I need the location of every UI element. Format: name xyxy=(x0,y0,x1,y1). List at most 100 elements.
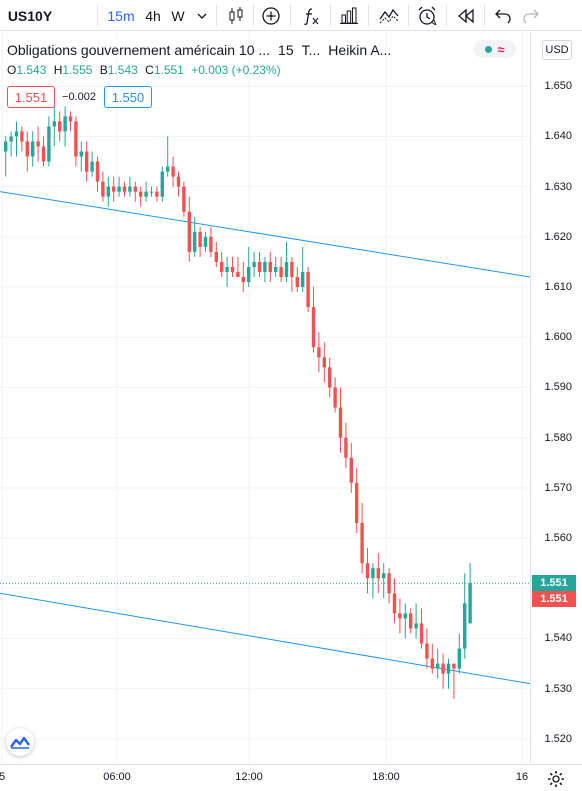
candle-body xyxy=(203,236,208,247)
last-price-tag: 1.551 xyxy=(532,575,576,592)
y-tick-label: 1.540 xyxy=(544,632,572,645)
function-icon[interactable] xyxy=(297,0,325,31)
plus-circle-icon[interactable] xyxy=(257,0,285,31)
candle-body xyxy=(106,186,110,197)
candle-body xyxy=(236,271,240,278)
interval-4h-button[interactable]: 4h xyxy=(145,7,161,24)
candle-body xyxy=(133,186,137,192)
y-tick-label: 1.520 xyxy=(544,732,572,745)
bid-price-tag: 1.551 xyxy=(532,591,576,608)
candle-body xyxy=(52,121,56,127)
market-open-dot-icon xyxy=(485,45,493,53)
time-scale[interactable]: 5 06:00 12:00 18:00 16 xyxy=(0,764,582,791)
y-tick-label: 1.600 xyxy=(544,331,572,344)
candle-body xyxy=(338,407,343,438)
candle-body xyxy=(328,367,332,388)
candle-body xyxy=(392,593,397,614)
candle-body xyxy=(128,186,132,192)
candle-body xyxy=(252,261,256,267)
toolbar-separator xyxy=(253,5,254,26)
candle-body xyxy=(112,186,116,192)
candle-body xyxy=(95,161,100,182)
line-chart-icon[interactable] xyxy=(375,0,403,31)
candle-body xyxy=(90,161,94,172)
ohlc-values: O1.543 H1.555 B1.543 C1.551 +0.003 (+0.2… xyxy=(7,63,285,77)
y-tick-label: 1.630 xyxy=(544,180,572,193)
currency-badge[interactable]: USD xyxy=(542,40,572,60)
tradingview-logo-icon[interactable] xyxy=(6,728,34,756)
candle-body xyxy=(344,437,348,458)
y-tick-label: 1.620 xyxy=(544,230,572,243)
x-tick-label: 18:00 xyxy=(372,771,400,783)
rewind-icon[interactable] xyxy=(452,0,480,31)
candle-body xyxy=(247,266,251,283)
open-value: 1.543 xyxy=(16,63,47,77)
candle-body xyxy=(387,573,391,594)
candle-body xyxy=(144,191,148,197)
candle-body xyxy=(225,266,229,272)
interval-w-button[interactable]: W xyxy=(171,7,185,24)
toolbar-separator xyxy=(368,5,369,26)
candle-body xyxy=(47,126,51,162)
candle-body xyxy=(257,261,262,272)
symbol-search-button[interactable]: US10Y xyxy=(7,7,53,24)
candle-body xyxy=(149,191,154,193)
spread-value: −0.002 xyxy=(62,91,96,103)
market-status-badge[interactable]: ≈ xyxy=(474,40,516,58)
candle-body xyxy=(193,231,197,252)
data-delay-icon: ≈ xyxy=(497,41,505,57)
price-chart[interactable] xyxy=(0,31,530,764)
legend-exchange: T... xyxy=(301,42,321,58)
candle-body xyxy=(36,141,40,147)
legend-interval: 15 xyxy=(278,42,294,58)
y-tick-label: 1.530 xyxy=(544,682,572,695)
x-tick-label: 12:00 xyxy=(235,771,263,783)
chevron-down-icon[interactable] xyxy=(192,0,212,31)
candle-body xyxy=(155,191,159,197)
interval-15m-button[interactable]: 15m xyxy=(107,7,135,24)
candle-body xyxy=(355,482,359,524)
candle-body xyxy=(160,171,164,197)
candlestick-icon[interactable] xyxy=(222,0,250,31)
candle-body xyxy=(430,658,434,669)
gear-icon[interactable] xyxy=(546,769,566,789)
candle-body xyxy=(241,277,245,283)
candle-body xyxy=(365,563,370,579)
sell-button[interactable]: 1.551 xyxy=(7,86,55,108)
low-label: B xyxy=(99,63,108,77)
candle-body xyxy=(214,251,218,262)
candle-body xyxy=(436,663,440,669)
candle-body xyxy=(322,357,326,368)
buy-button[interactable]: 1.550 xyxy=(104,86,152,108)
candle-body xyxy=(290,261,294,278)
candle-body xyxy=(25,141,29,157)
alarm-clock-icon[interactable] xyxy=(413,0,441,31)
x-tick-label: 06:00 xyxy=(103,771,131,783)
candle-body xyxy=(279,266,283,278)
candle-body xyxy=(31,141,35,157)
candle-body xyxy=(20,131,24,142)
toolbar-separator xyxy=(446,5,447,26)
candle-body xyxy=(268,261,272,272)
bar-chart-icon[interactable] xyxy=(335,0,363,31)
undo-icon[interactable] xyxy=(490,0,516,31)
candle-body xyxy=(41,146,46,162)
candle-body xyxy=(382,573,386,579)
candle-body xyxy=(122,186,127,192)
candle-body xyxy=(171,166,175,177)
candle-body xyxy=(74,121,78,157)
candle-body xyxy=(263,261,267,272)
redo-icon[interactable] xyxy=(518,0,544,31)
candle-body xyxy=(14,131,19,137)
high-value: 1.555 xyxy=(62,63,93,77)
y-tick-label: 1.610 xyxy=(544,281,572,294)
candle-body xyxy=(409,613,413,629)
candle-body xyxy=(441,663,445,674)
candle-body xyxy=(274,266,278,272)
price-scale[interactable]: USD 1.650 1.640 1.630 1.620 1.610 1.600 1.590 1… xyxy=(530,31,582,764)
candle-body xyxy=(398,613,402,619)
symbol-description[interactable]: Obligations gouvernement américain 10 ..… xyxy=(7,42,271,58)
high-label: H xyxy=(53,63,63,77)
y-tick-label: 1.560 xyxy=(544,532,572,545)
candle-body xyxy=(58,121,62,132)
